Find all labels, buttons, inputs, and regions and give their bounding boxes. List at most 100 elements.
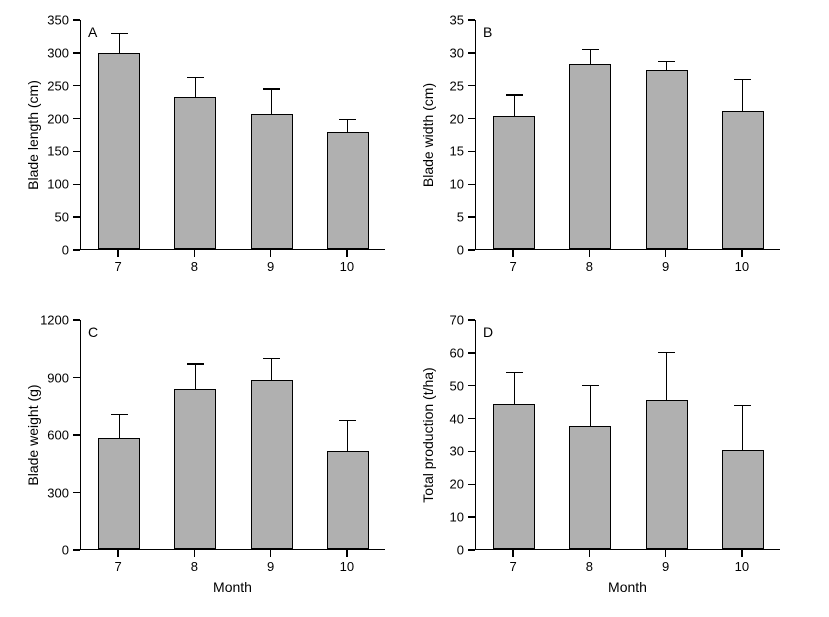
x-tick-label: 7 — [510, 259, 517, 274]
x-tick — [512, 250, 514, 257]
panel-letter: C — [88, 324, 98, 340]
error-bar — [666, 61, 667, 71]
y-tick — [73, 151, 80, 153]
x-tick — [346, 550, 348, 557]
x-tick — [741, 550, 743, 557]
y-tick — [468, 418, 475, 420]
panel-c: 0300600900120078910Blade weight (g)Month… — [80, 320, 385, 550]
y-tick — [73, 184, 80, 186]
x-tick-label: 8 — [586, 559, 593, 574]
y-tick — [468, 484, 475, 486]
x-tick-label: 9 — [267, 259, 274, 274]
error-cap — [187, 363, 204, 364]
bar — [722, 450, 764, 549]
error-cap — [658, 61, 675, 62]
error-cap — [111, 414, 128, 415]
bar — [646, 70, 688, 249]
y-tick — [73, 85, 80, 87]
y-axis-label: Blade weight (g) — [25, 384, 41, 485]
y-tick-label: 0 — [414, 243, 464, 258]
error-bar — [271, 358, 272, 381]
error-cap — [734, 79, 751, 80]
error-bar — [514, 373, 515, 406]
error-cap — [263, 88, 280, 89]
x-tick-label: 9 — [662, 559, 669, 574]
y-tick-label: 300 — [19, 45, 69, 60]
x-tick — [665, 250, 667, 257]
plot-area-a — [80, 20, 385, 250]
panel-letter: B — [483, 24, 492, 40]
y-tick — [468, 216, 475, 218]
panel-b: 0510152025303578910Blade width (cm)B — [475, 20, 780, 250]
y-tick — [468, 385, 475, 387]
bar — [722, 111, 764, 249]
bar — [251, 380, 293, 549]
error-cap — [339, 420, 356, 421]
y-tick — [468, 118, 475, 120]
y-tick — [73, 216, 80, 218]
y-tick — [468, 52, 475, 54]
y-tick — [73, 319, 80, 321]
y-tick — [468, 151, 475, 153]
y-tick-label: 0 — [19, 243, 69, 258]
error-cap — [734, 405, 751, 406]
y-tick-label: 30 — [414, 45, 464, 60]
error-bar — [514, 95, 515, 117]
bar — [327, 451, 369, 549]
y-tick-label: 900 — [19, 370, 69, 385]
error-cap — [187, 77, 204, 78]
y-tick-label: 5 — [414, 210, 464, 225]
panel-letter: A — [88, 24, 97, 40]
bar — [327, 132, 369, 249]
error-bar — [347, 120, 348, 133]
error-bar — [590, 50, 591, 65]
error-bar — [347, 421, 348, 453]
plot-area-d — [475, 320, 780, 550]
y-tick-label: 50 — [19, 210, 69, 225]
x-tick-label: 9 — [267, 559, 274, 574]
error-bar — [742, 405, 743, 451]
x-axis-label: Month — [213, 579, 252, 595]
y-tick-label: 350 — [19, 13, 69, 28]
y-tick — [73, 492, 80, 494]
error-cap — [658, 352, 675, 353]
y-tick — [73, 549, 80, 551]
error-bar — [271, 89, 272, 115]
x-tick — [117, 550, 119, 557]
x-tick-label: 7 — [510, 559, 517, 574]
error-cap — [339, 119, 356, 120]
error-bar — [742, 79, 743, 112]
x-tick — [270, 550, 272, 557]
panel-a: 05010015020025030035078910Blade length (… — [80, 20, 385, 250]
y-tick — [468, 85, 475, 87]
y-tick — [468, 19, 475, 21]
bar — [646, 400, 688, 550]
y-tick — [468, 184, 475, 186]
x-tick-label: 10 — [340, 559, 354, 574]
y-tick — [468, 352, 475, 354]
panel-d: 01020304050607078910Total production (t/… — [475, 320, 780, 550]
y-tick — [73, 434, 80, 436]
error-bar — [590, 386, 591, 427]
x-tick — [194, 250, 196, 257]
y-tick-label: 0 — [19, 543, 69, 558]
error-cap — [582, 385, 599, 386]
error-bar — [195, 78, 196, 98]
y-tick — [468, 549, 475, 551]
error-cap — [582, 49, 599, 50]
y-axis-label: Blade length (cm) — [25, 80, 41, 190]
x-tick-label: 8 — [191, 559, 198, 574]
y-tick-label: 300 — [19, 485, 69, 500]
x-tick — [270, 250, 272, 257]
x-tick-label: 10 — [340, 259, 354, 274]
bar — [98, 53, 140, 249]
y-tick-label: 35 — [414, 13, 464, 28]
bar — [569, 64, 611, 249]
bar — [569, 426, 611, 549]
y-tick — [73, 19, 80, 21]
x-tick — [346, 250, 348, 257]
x-tick-label: 9 — [662, 259, 669, 274]
y-tick-label: 1200 — [19, 313, 69, 328]
x-tick-label: 10 — [735, 559, 749, 574]
y-tick — [468, 319, 475, 321]
